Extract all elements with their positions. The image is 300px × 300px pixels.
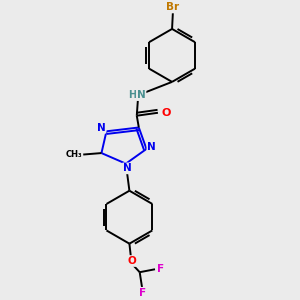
Text: Br: Br: [167, 2, 179, 13]
Text: CH₃: CH₃: [65, 150, 82, 159]
Text: F: F: [157, 264, 164, 274]
Text: N: N: [97, 123, 106, 133]
Text: F: F: [140, 288, 146, 298]
Text: O: O: [161, 108, 171, 118]
Text: O: O: [127, 256, 136, 266]
Text: H: H: [128, 90, 136, 100]
Text: N: N: [123, 164, 132, 173]
Text: N: N: [147, 142, 156, 152]
Text: N: N: [137, 90, 146, 100]
